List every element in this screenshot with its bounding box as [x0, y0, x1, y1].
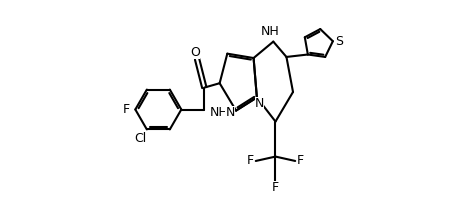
- Text: S: S: [336, 35, 343, 48]
- Text: F: F: [247, 154, 254, 168]
- Text: N: N: [225, 106, 235, 119]
- Text: F: F: [123, 103, 130, 116]
- Text: N: N: [255, 97, 264, 110]
- Text: NH: NH: [210, 106, 229, 119]
- Text: Cl: Cl: [134, 132, 146, 145]
- Text: NH: NH: [261, 25, 280, 38]
- Text: F: F: [272, 181, 279, 194]
- Text: O: O: [190, 46, 200, 60]
- Text: F: F: [297, 154, 304, 168]
